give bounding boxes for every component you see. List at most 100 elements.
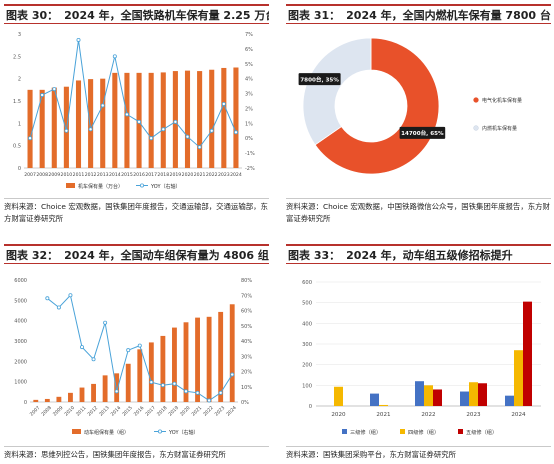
y-tick-label: 500 bbox=[302, 301, 312, 307]
yoy-point bbox=[195, 390, 200, 395]
source-note: 资料来源：思维列控公告，国铁集团年度报告，东方财富证券研究所 bbox=[4, 446, 269, 461]
y-right-tick-label: 20% bbox=[241, 370, 252, 376]
panel-title: 图表 31： 2024 年，全国内燃机车保有量 7800 台 bbox=[286, 4, 551, 24]
y-left-tick-label: 2.5 bbox=[13, 54, 21, 60]
yoy-point bbox=[221, 101, 226, 106]
y-right-tick-label: 6% bbox=[245, 47, 253, 53]
bar bbox=[370, 393, 379, 406]
bar bbox=[334, 386, 343, 406]
bar bbox=[75, 80, 82, 168]
yoy-point bbox=[64, 128, 69, 133]
bar bbox=[100, 78, 106, 168]
bar bbox=[209, 69, 215, 168]
yoy-point bbox=[100, 103, 105, 108]
yoy-point bbox=[173, 119, 178, 124]
bar bbox=[148, 342, 154, 402]
bar bbox=[195, 317, 200, 402]
y-left-tick-label: 1 bbox=[18, 121, 21, 127]
bar bbox=[148, 72, 154, 168]
chart-maintenance-tenders: 0 100 200 300 400 500 600 2020 2021 2022 2023 2024 三… bbox=[302, 280, 541, 436]
chart-locomotive-fleet: 00.511.522.53-2%-1%0%1%2%3%4%5%6%7%2007 2… bbox=[13, 32, 255, 190]
y-right-tick-label: 0% bbox=[241, 400, 249, 406]
x-tick-label: 2024 bbox=[230, 172, 242, 178]
bar bbox=[229, 304, 235, 402]
x-tick-label: 2010 bbox=[63, 405, 76, 418]
figure-label: 图表 30： bbox=[6, 8, 59, 22]
bar bbox=[514, 350, 523, 406]
y-left-tick-label: 4000 bbox=[14, 319, 27, 325]
yoy-point bbox=[230, 372, 235, 377]
bar bbox=[68, 392, 73, 402]
x-tick-label: 2008 bbox=[40, 405, 53, 418]
y-left-tick-label: 3 bbox=[18, 32, 21, 38]
legend-label: 三级修（组） bbox=[350, 428, 381, 436]
bar bbox=[197, 71, 203, 168]
yoy-point bbox=[183, 389, 188, 394]
x-tick-label: 2009 bbox=[48, 172, 60, 178]
x-tick-label: 2008 bbox=[36, 172, 48, 178]
x-tick-label: 2009 bbox=[52, 405, 65, 418]
legend-swatch bbox=[400, 429, 405, 434]
bar bbox=[523, 301, 532, 406]
y-left-tick-label: 6000 bbox=[14, 278, 27, 284]
panel-title: 图表 30： 2024 年，全国铁路机车保有量 2.25 万台 bbox=[4, 4, 269, 24]
bar bbox=[160, 72, 166, 168]
x-tick-label: 2020 bbox=[179, 405, 192, 418]
yoy-point bbox=[112, 54, 117, 59]
y-left-tick-label: 0 bbox=[18, 166, 21, 172]
bar bbox=[478, 383, 487, 406]
bar bbox=[184, 70, 191, 168]
y-tick-label: 400 bbox=[302, 321, 312, 327]
x-tick-label: 2024 bbox=[225, 405, 238, 418]
panel-chart-30: 图表 30： 2024 年，全国铁路机车保有量 2.25 万台 0 0.5 1 1.5… bbox=[4, 4, 269, 223]
bar bbox=[114, 373, 120, 402]
yoy-point bbox=[124, 112, 129, 117]
x-tick-label: 2020 bbox=[182, 172, 194, 178]
figure-title: 2024 年，全国动车组保有量为 4806 组 bbox=[64, 248, 269, 262]
legend-swatch bbox=[473, 97, 479, 103]
yoy-line bbox=[29, 39, 237, 148]
yoy-point bbox=[218, 390, 223, 395]
data-label: 7800台, 35% bbox=[300, 75, 339, 83]
y-right-tick-label: 1% bbox=[245, 121, 253, 127]
yoy-point bbox=[233, 130, 238, 135]
x-tick-label: 2022 bbox=[202, 405, 215, 418]
y-right-tick-label: 60% bbox=[241, 309, 252, 315]
figure-title: 2024 年，动车组五级修招标提升 bbox=[346, 248, 513, 262]
legend-label-bars: 动车组保有量（组） bbox=[84, 429, 129, 436]
y-right-tick-label: 40% bbox=[241, 339, 252, 345]
data-label: 14700台, 65% bbox=[401, 129, 444, 137]
bar bbox=[424, 385, 433, 406]
figure-label: 图表 31： bbox=[288, 8, 341, 22]
yoy-point bbox=[56, 305, 61, 310]
legend-label-line: YOY（右轴） bbox=[150, 183, 181, 190]
source-note: 资料来源：Choice 宏观数据，中国铁路微信公众号，国铁集团年度报告，东方财富… bbox=[286, 198, 551, 225]
y-left-tick-label: 1000 bbox=[14, 380, 27, 386]
x-tick-label: 2012 bbox=[85, 172, 97, 178]
y-right-tick-label: -1% bbox=[245, 151, 255, 157]
y-right-tick-label: 30% bbox=[241, 354, 252, 360]
source-note: 资料来源：国铁集团采购平台，东方财富证券研究所 bbox=[286, 446, 551, 461]
x-tick-label: 2019 bbox=[170, 172, 182, 178]
x-tick-label: 2021 bbox=[191, 405, 204, 418]
y-right-tick-label: 4% bbox=[245, 77, 253, 83]
figure-title: 2024 年，全国内燃机车保有量 7800 台 bbox=[346, 8, 551, 22]
y-left-tick-label: 1.5 bbox=[13, 99, 21, 105]
data-label-box bbox=[298, 73, 341, 86]
legend-label: 五级修（组） bbox=[466, 428, 497, 436]
bar bbox=[379, 404, 388, 406]
legend-label: 电气化机车保有量 bbox=[482, 97, 522, 104]
panel-chart-33: 图表 33： 2024 年，动车组五级修招标提升 0 100 200 300 400 50… bbox=[286, 244, 551, 462]
chart-emu-fleet: 0 1000 2000 3000 4000 5000 6000 0% 10% 20% 30% 40% 5… bbox=[14, 278, 252, 436]
bar bbox=[124, 72, 130, 168]
y-tick-label: 100 bbox=[302, 383, 312, 389]
yoy-point bbox=[103, 320, 108, 325]
figure-title: 2024 年，全国铁路机车保有量 2.25 万台 bbox=[64, 8, 269, 22]
yoy-point bbox=[209, 128, 214, 133]
legend-label-line: YOY（右轴） bbox=[168, 429, 199, 436]
bar bbox=[233, 67, 239, 168]
x-tick-label: 2016 bbox=[133, 405, 146, 418]
figure-label: 图表 32： bbox=[6, 248, 59, 262]
y-right-tick-label: 10% bbox=[241, 385, 252, 391]
